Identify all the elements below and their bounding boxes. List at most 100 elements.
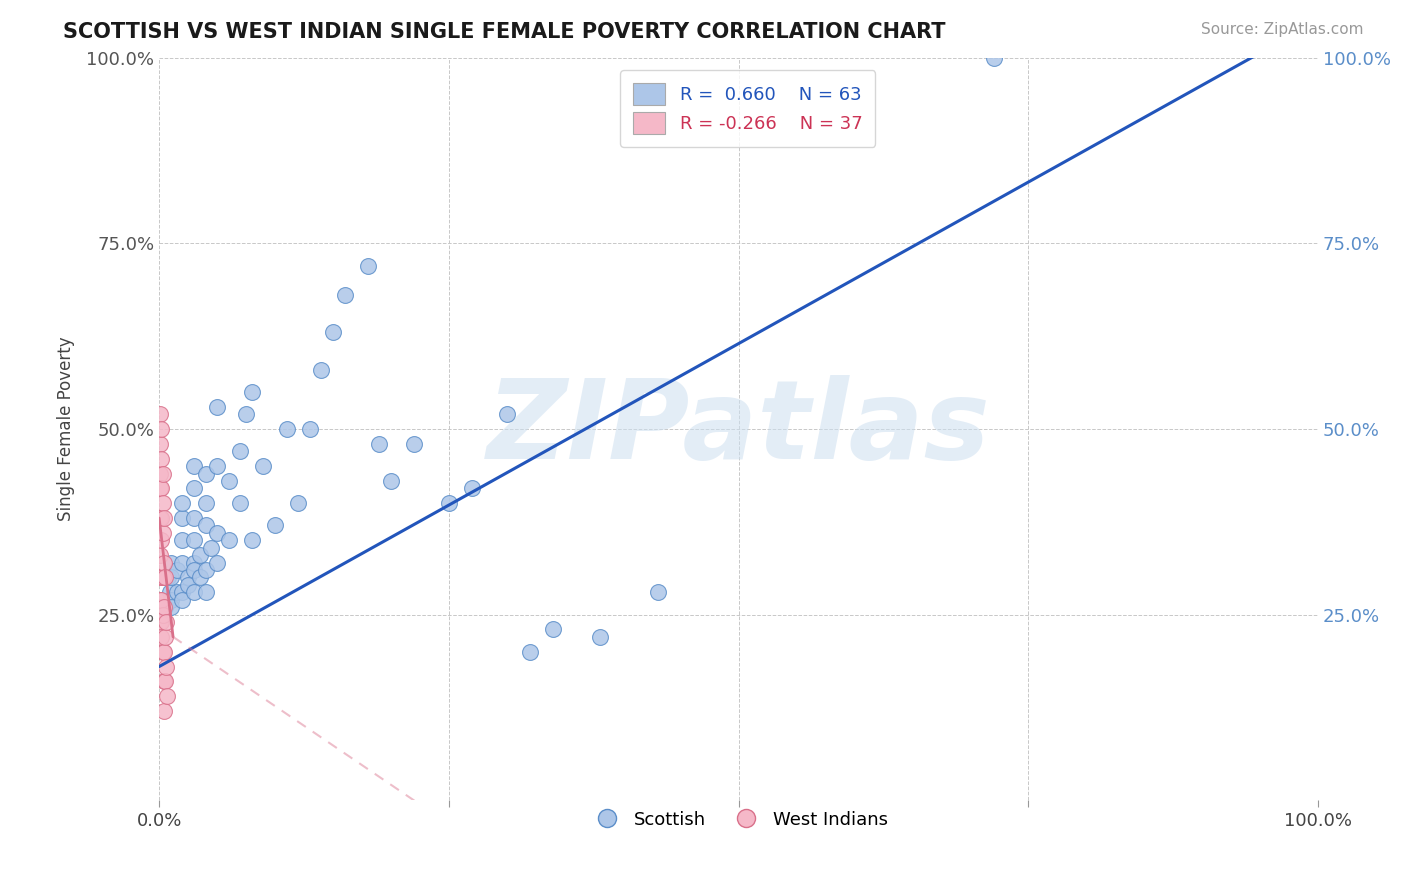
Point [183,563,205,577]
Point [588,630,610,644]
Point [157,570,180,584]
Point [172,585,194,599]
Point [152,704,174,718]
Point [380,474,402,488]
Point [194,518,217,533]
Point [205,556,228,570]
Point [152,570,174,584]
Point [166,563,188,577]
Point [240,533,263,548]
Point [155,659,177,673]
Point [156,690,179,704]
Point [495,407,517,421]
Point [311,362,333,376]
Point [159,585,181,599]
Point [194,563,217,577]
Point [183,481,205,495]
Point [153,674,176,689]
Point [159,600,181,615]
Point [149,467,172,481]
Point [218,533,240,548]
Point [177,578,200,592]
Point [298,422,321,436]
Point [183,511,205,525]
Point [152,645,174,659]
Point [647,585,669,599]
Point [152,525,174,540]
Point [322,326,344,340]
Text: ZIPatlas: ZIPatlas [486,376,990,483]
Point [155,615,177,629]
Point [205,525,228,540]
Point [252,459,274,474]
Point [218,474,240,488]
Point [152,467,174,481]
Point [229,444,252,458]
Point [404,437,426,451]
Point [188,548,211,562]
Point [150,511,173,525]
Point [287,496,309,510]
Point [205,400,228,414]
Point [149,600,172,615]
Point [153,570,176,584]
Point [205,459,228,474]
Point [541,623,564,637]
Point [235,407,257,421]
Point [200,541,222,555]
Point [368,437,391,451]
Point [159,556,181,570]
Point [172,511,194,525]
Point [149,437,172,451]
Point [183,585,205,599]
Point [149,481,172,495]
Point [159,592,181,607]
Point [150,422,173,436]
Point [172,556,194,570]
Point [172,533,194,548]
Point [150,533,173,548]
Point [276,422,298,436]
Text: Source: ZipAtlas.com: Source: ZipAtlas.com [1201,22,1364,37]
Point [150,570,173,584]
Point [152,645,174,659]
Point [149,511,172,525]
Point [149,592,172,607]
Point [152,674,174,689]
Point [149,548,172,562]
Point [172,592,194,607]
Point [183,533,205,548]
Point [264,518,287,533]
Point [229,496,252,510]
Point [152,607,174,622]
Point [159,570,181,584]
Point [150,615,173,629]
Point [183,459,205,474]
Point [194,585,217,599]
Point [152,496,174,510]
Point [333,288,356,302]
Y-axis label: Single Female Poverty: Single Female Poverty [58,336,75,521]
Point [153,630,176,644]
Point [194,496,217,510]
Point [172,496,194,510]
Text: SCOTTISH VS WEST INDIAN SINGLE FEMALE POVERTY CORRELATION CHART: SCOTTISH VS WEST INDIAN SINGLE FEMALE PO… [63,22,946,42]
Legend: Scottish, West Indians: Scottish, West Indians [582,804,896,836]
Point [149,615,172,629]
Point [152,511,174,525]
Point [149,407,172,421]
Point [166,585,188,599]
Point [188,570,211,584]
Point [150,451,173,466]
Point [461,481,484,495]
Point [177,570,200,584]
Point [152,556,174,570]
Point [149,570,172,584]
Point [183,556,205,570]
Point [240,384,263,399]
Point [983,51,1005,65]
Point [150,481,173,495]
Point [150,592,173,607]
Point [357,259,380,273]
Point [519,645,541,659]
